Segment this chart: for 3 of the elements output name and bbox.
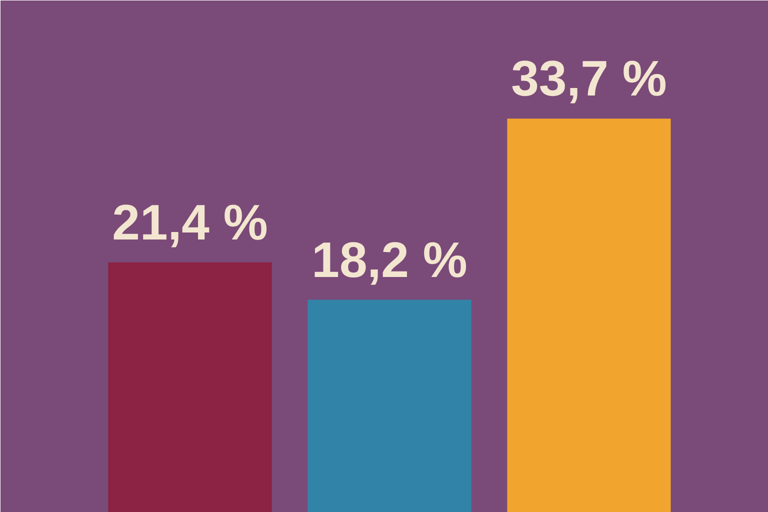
data-label: 33,7 % (511, 50, 667, 107)
data-label: 18,2 % (312, 232, 468, 288)
data-label: 21,4 % (112, 194, 268, 250)
